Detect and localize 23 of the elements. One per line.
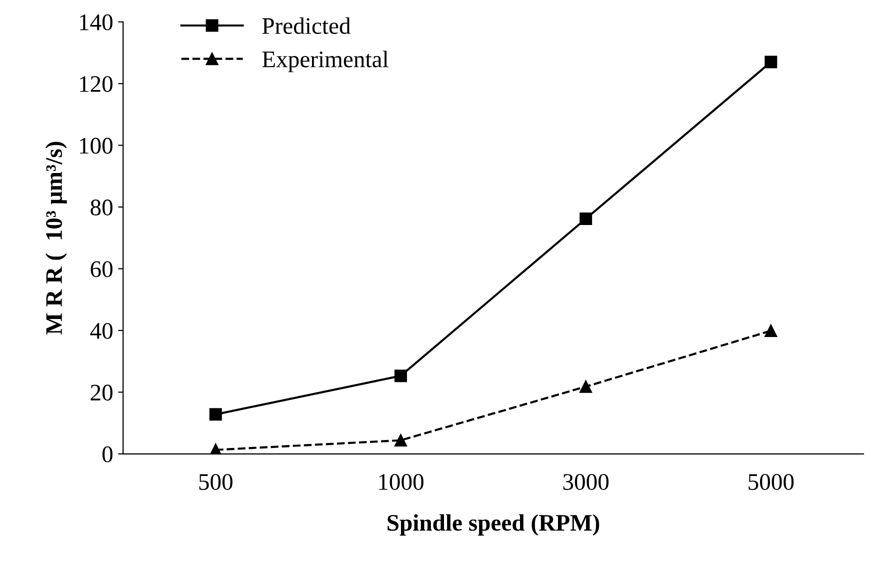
legend-label: Predicted — [262, 17, 351, 34]
x-tick-label: 3000 — [563, 474, 609, 490]
legend-label: Experimental — [262, 50, 388, 72]
x-tick-label: 5000 — [748, 474, 794, 490]
y-tick-label: 120 — [80, 76, 112, 92]
x-tick-label: 1000 — [379, 474, 424, 490]
y-tick-label: 20 — [90, 384, 112, 401]
point — [580, 380, 592, 393]
x-axis-title: Spindle speed (RPM) — [388, 514, 600, 536]
y-tick-label: 100 — [80, 138, 112, 154]
point — [580, 212, 592, 226]
y-tick-label: 0 — [102, 446, 112, 462]
point — [394, 434, 407, 447]
point — [394, 370, 407, 382]
point — [764, 324, 778, 338]
y-tick-label: 140 — [80, 14, 112, 30]
x-tick-label: 500 — [199, 474, 232, 490]
y-tick-label: 40 — [90, 322, 112, 339]
point — [209, 408, 222, 421]
y-tick-label: 80 — [90, 200, 112, 216]
y-tick-label: 60 — [90, 261, 112, 278]
point — [764, 56, 778, 68]
y-axis-title: M R R ( 10³ μm³/s) — [45, 142, 67, 335]
